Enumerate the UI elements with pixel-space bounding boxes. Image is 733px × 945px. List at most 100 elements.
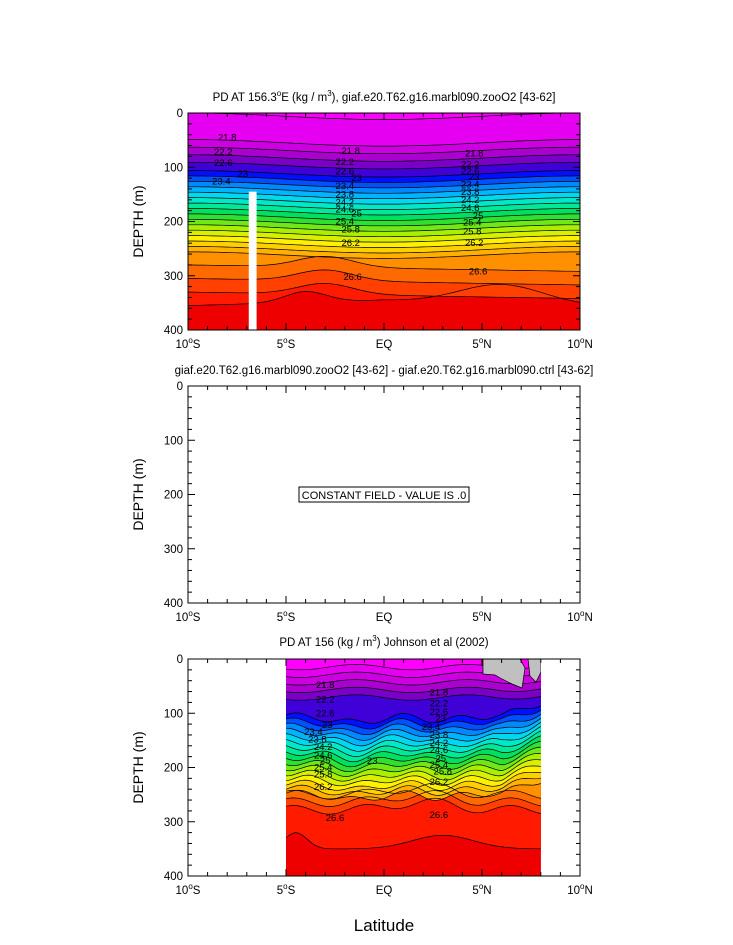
x-tick-label: 5oS [277,609,296,624]
contour-label: 25.4 [336,217,355,228]
contour-label: 24.2 [430,738,449,749]
y-tick-label: 400 [164,871,183,883]
contour-label: 22.6 [430,707,449,718]
x-tick-label: EQ [376,885,393,897]
y-tick-label: 300 [164,544,183,556]
contour-label: 22.6 [461,167,480,178]
y-tick-label: 200 [164,763,183,775]
contour-label: 22.2 [214,147,233,158]
contour-label: 22.2 [430,699,449,710]
contour-label: 23 [351,173,362,184]
contour-label: 24.2 [336,198,355,209]
contour-label: 22.6 [336,167,355,178]
contour-label: 23 [436,714,447,725]
x-tick-label: 5oS [277,336,296,351]
contour-label: 23 [469,172,480,183]
contour-label: 25.8 [314,770,333,781]
contour-label: 25.4 [430,760,449,771]
contour-line [188,162,580,170]
constant-field-note: CONSTANT FIELD - VALUE IS .0 [302,490,466,502]
contour-line [286,782,541,800]
panel1-title: PD AT 156.3oE (kg / m3), giaf.e20.T62.g1… [213,89,556,104]
contour-label: 26.2 [314,782,333,793]
contour-label: 23.8 [336,189,355,200]
contour-label: 23 [322,720,333,731]
x-tick-label: 10oS [176,882,201,897]
contour-line [286,759,541,782]
contour-line [286,797,541,815]
contour-line [188,175,580,183]
contour-label: 24.2 [314,742,333,753]
contour-line [286,726,541,752]
contour-line [286,710,541,730]
contour-label: 24.6 [461,203,480,214]
density-band [286,659,541,670]
y-tick-label: 100 [164,162,183,174]
contour-label: 25 [436,753,447,764]
contour-line [286,832,541,850]
contour-label: 21.8 [430,688,449,699]
contour-label: 23.8 [461,187,480,198]
x-tick-label: 5oN [472,336,491,351]
contour-line [286,783,541,801]
x-tick-label: 10oN [567,609,593,624]
contour-line [286,694,541,701]
constant-field-box [298,486,470,503]
contour-label: 21.8 [218,132,237,143]
contour-label: 25 [473,211,484,222]
contour-line [286,740,541,768]
contour-label: 23.4 [304,727,323,738]
contour-label: 26.2 [341,238,360,249]
y-tick-label: 200 [164,217,183,229]
contour-label: 21.8 [465,149,484,160]
contour-label: 21.8 [341,146,360,157]
y-tick-label: 100 [164,435,183,447]
contour-label: 23.4 [461,180,480,191]
x-tick-label: EQ [376,612,393,624]
panel1-contour-labels: 21.822.222.62323.421.822.222.62323.423.8… [212,132,487,282]
panel3-title: PD AT 156 (kg / m3) Johnson et al (2002) [279,634,488,649]
y-tick-label: 400 [164,325,183,337]
panel-model-density: PD AT 156.3oE (kg / m3), giaf.e20.T62.g1… [130,89,593,351]
contour-label: 25 [351,208,362,219]
y-tick-label: 0 [177,381,183,393]
panel1-missing-data-band [248,191,257,330]
contour-line [286,722,541,747]
y-tick-label: 300 [164,271,183,283]
x-tick-label: 5oN [472,609,491,624]
contour-label: 25.4 [463,218,482,229]
contour-line [286,679,541,686]
contour-line [188,170,580,178]
contour-label: 22.6 [316,708,335,719]
y-axis-label: DEPTH (m) [130,458,146,530]
contour-line [286,753,541,777]
x-tick-label: 10oN [567,882,593,897]
contour-label: 25 [320,755,331,766]
contour-label: 26.6 [469,266,488,277]
contour-line [188,139,580,147]
contour-line [286,746,541,773]
contour-label: 24.6 [430,745,449,756]
contour-label: 23.4 [212,176,231,187]
contour-line [286,765,541,787]
contour-label: 25.8 [434,766,453,777]
y-axis-label: DEPTH (m) [130,731,146,803]
contour-line [286,686,541,693]
contour-line [188,154,580,162]
contour-label: 26.6 [430,810,449,821]
panel1-contour-lines [188,113,580,306]
contour-line [188,181,580,189]
contour-label: 23.4 [336,181,355,192]
contour-label: 26.6 [343,272,362,283]
y-tick-label: 200 [164,490,183,502]
x-tick-label: 10oS [176,336,201,351]
x-tick-label: 10oS [176,609,201,624]
y-tick-label: 0 [177,654,183,666]
y-tick-label: 300 [164,817,183,829]
contour-label: 26.2 [465,238,484,249]
contour-line [286,771,541,791]
density-band [188,113,580,147]
